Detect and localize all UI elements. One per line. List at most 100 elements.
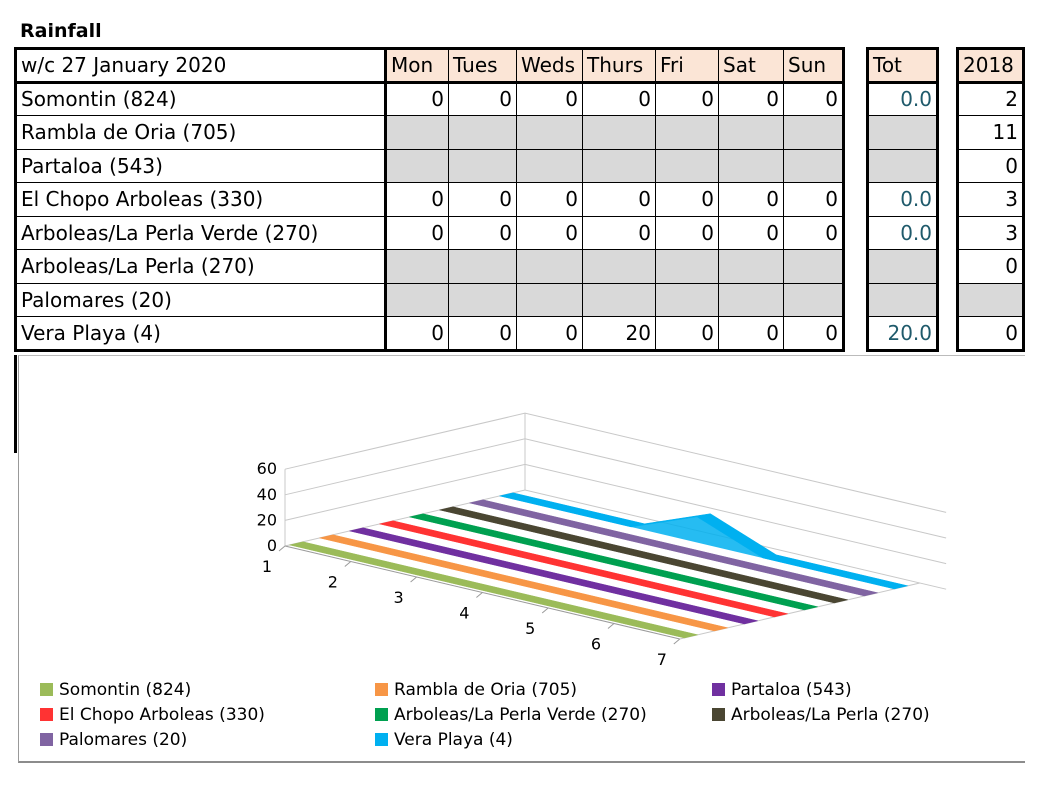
x-tick bbox=[476, 592, 483, 598]
total-value: 0.0 bbox=[867, 215, 938, 250]
rain-value: 0 bbox=[448, 81, 517, 116]
y-tick-label: 20 bbox=[257, 510, 277, 529]
rainfall-3d-chart: 0 20 40 60 1 2 3 4 5 6 7 bbox=[257, 412, 947, 669]
rain-value bbox=[516, 249, 583, 284]
rain-value: 0 bbox=[783, 215, 844, 250]
legend-swatch bbox=[375, 733, 388, 746]
legend-label: Arboleas/La Perla Verde (270) bbox=[394, 705, 647, 725]
rain-value: 0 bbox=[718, 81, 784, 116]
x-tick-label: 2 bbox=[328, 573, 338, 592]
legend-swatch bbox=[712, 708, 725, 721]
station-name: Arboleas/La Perla (270) bbox=[15, 249, 387, 284]
table-row: El Chopo Arboleas (330) 0 0 0 0 0 0 0 bbox=[15, 182, 844, 217]
day-header: Sat bbox=[718, 48, 784, 84]
series-area bbox=[349, 527, 758, 625]
x-tick bbox=[278, 545, 286, 552]
rain-value bbox=[448, 148, 517, 183]
legend-item: El Chopo Arboleas (330) bbox=[40, 705, 265, 725]
table-row: Partaloa (543) bbox=[15, 148, 844, 183]
series-area bbox=[469, 499, 878, 597]
total-value bbox=[867, 148, 938, 183]
legend-item: Arboleas/La Perla (270) bbox=[712, 705, 930, 725]
legend-item: Partaloa (543) bbox=[712, 680, 852, 700]
station-name: Palomares (20) bbox=[15, 282, 387, 317]
rain-value bbox=[448, 249, 517, 284]
legend-label: El Chopo Arboleas (330) bbox=[59, 705, 265, 725]
table-row: Arboleas/La Perla Verde (270) 0 0 0 0 0 0 0 bbox=[15, 215, 844, 250]
legend-swatch bbox=[375, 708, 388, 721]
rain-value: 0 bbox=[655, 215, 719, 250]
year-value: 0 bbox=[957, 249, 1024, 284]
day-header: Thurs bbox=[582, 48, 656, 84]
week-header: w/c 27 January 2020 bbox=[15, 48, 387, 84]
year-row: 3 bbox=[957, 215, 1024, 250]
station-name: El Chopo Arboleas (330) bbox=[15, 182, 387, 217]
table-header-row: w/c 27 January 2020 Mon Tues Weds Thurs Fri Sa… bbox=[15, 48, 844, 84]
series-area bbox=[379, 520, 788, 618]
total-row: 0.0 bbox=[867, 81, 938, 116]
total-value: 0.0 bbox=[867, 182, 938, 217]
total-value: 20.0 bbox=[867, 316, 938, 351]
total-value bbox=[867, 249, 938, 284]
table-row: Arboleas/La Perla (270) bbox=[15, 249, 844, 284]
rain-value bbox=[385, 282, 449, 317]
rain-value: 0 bbox=[582, 81, 656, 116]
x-tick-label: 7 bbox=[657, 650, 667, 669]
total-row: 0.0 bbox=[867, 215, 938, 250]
rain-value: 0 bbox=[385, 81, 449, 116]
series-area bbox=[289, 541, 698, 639]
rain-value bbox=[516, 282, 583, 317]
total-row bbox=[867, 115, 938, 150]
day-header: Fri bbox=[655, 48, 719, 84]
year-row: 0 bbox=[957, 148, 1024, 183]
rain-value bbox=[516, 148, 583, 183]
rain-value bbox=[655, 115, 719, 150]
year-row: 0 bbox=[957, 249, 1024, 284]
legend-swatch bbox=[40, 683, 53, 696]
legend-item: Somontin (824) bbox=[40, 680, 191, 700]
total-row bbox=[867, 249, 938, 284]
rain-value bbox=[718, 115, 784, 150]
y-tick-label: 40 bbox=[257, 485, 277, 504]
year-value: 0 bbox=[957, 316, 1024, 351]
series-area bbox=[409, 513, 818, 611]
rain-value: 0 bbox=[516, 316, 583, 351]
rain-value: 0 bbox=[385, 182, 449, 217]
x-tick-label: 3 bbox=[394, 588, 404, 607]
x-tick bbox=[344, 561, 352, 567]
page-title: Rainfall bbox=[20, 20, 102, 42]
x-tick bbox=[673, 638, 681, 645]
legend-label: Somontin (824) bbox=[59, 680, 192, 700]
rain-value: 0 bbox=[448, 215, 517, 250]
station-name: Partaloa (543) bbox=[15, 148, 387, 183]
rain-value bbox=[582, 282, 656, 317]
total-row: 20.0 bbox=[867, 316, 938, 351]
legend-label: Partaloa (543) bbox=[731, 680, 852, 700]
total-value: 0.0 bbox=[867, 81, 938, 116]
legend-swatch bbox=[375, 683, 388, 696]
rain-value: 0 bbox=[655, 316, 719, 351]
rain-value: 0 bbox=[448, 182, 517, 217]
rain-value bbox=[516, 115, 583, 150]
station-name: Rambla de Oria (705) bbox=[15, 115, 387, 150]
legend-item: Vera Playa (4) bbox=[375, 730, 513, 750]
legend-label: Vera Playa (4) bbox=[394, 730, 513, 750]
rain-value bbox=[385, 249, 449, 284]
rain-value bbox=[582, 249, 656, 284]
table-row: Vera Playa (4) 0 0 0 20 0 0 0 bbox=[15, 316, 844, 351]
station-name: Vera Playa (4) bbox=[15, 316, 387, 351]
rain-value: 0 bbox=[783, 81, 844, 116]
year-value: 0 bbox=[957, 148, 1024, 183]
rainfall-table: w/c 27 January 2020 Mon Tues Weds Thurs Fri Sa… bbox=[14, 47, 845, 352]
year-row: 0 bbox=[957, 316, 1024, 351]
total-row bbox=[867, 282, 938, 317]
year-value bbox=[957, 282, 1024, 317]
total-row: 0.0 bbox=[867, 182, 938, 217]
day-header: Mon bbox=[385, 48, 449, 84]
rain-value bbox=[655, 148, 719, 183]
rain-value: 0 bbox=[783, 182, 844, 217]
rain-value: 20 bbox=[582, 316, 656, 351]
x-tick bbox=[541, 607, 549, 614]
legend-item: Palomares (20) bbox=[40, 730, 187, 750]
series-area bbox=[499, 492, 908, 590]
